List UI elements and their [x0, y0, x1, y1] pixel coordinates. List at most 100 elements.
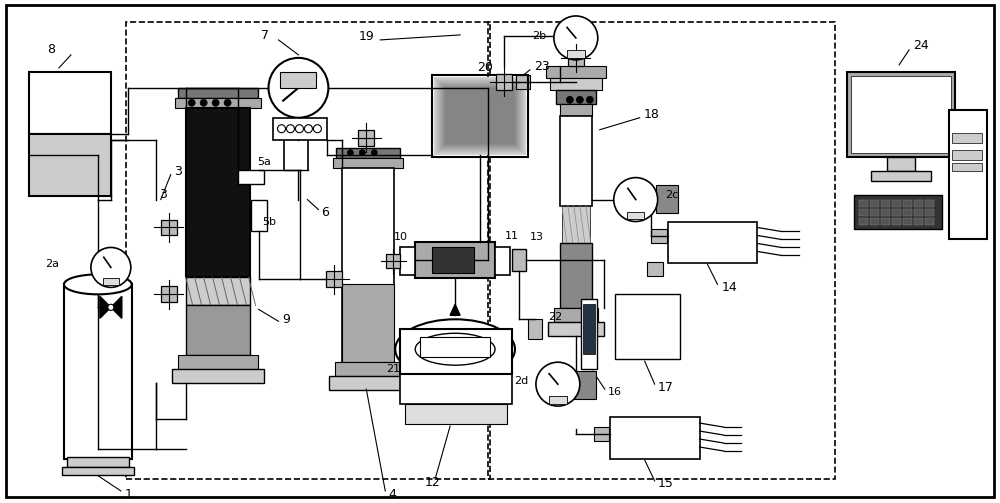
Bar — [280, 72, 316, 88]
Text: 2a: 2a — [45, 260, 59, 270]
Circle shape — [200, 99, 207, 106]
Ellipse shape — [415, 333, 495, 365]
Bar — [335, 362, 401, 376]
Bar — [546, 66, 606, 78]
Bar — [29, 72, 111, 134]
Bar — [175, 98, 261, 108]
Circle shape — [614, 178, 658, 221]
Bar — [870, 209, 879, 215]
Polygon shape — [450, 304, 460, 315]
Bar — [892, 217, 901, 224]
Bar — [336, 148, 400, 157]
Bar — [400, 374, 512, 404]
Text: 14: 14 — [722, 281, 737, 294]
Text: 11: 11 — [505, 231, 519, 241]
Bar — [342, 167, 394, 362]
Bar — [562, 206, 590, 243]
Bar — [238, 170, 264, 184]
Bar — [178, 355, 258, 369]
Circle shape — [277, 125, 285, 133]
Bar — [854, 195, 942, 229]
Bar — [386, 255, 400, 269]
Text: 5b: 5b — [263, 216, 277, 226]
Bar — [488, 22, 835, 479]
Polygon shape — [111, 296, 122, 318]
Bar — [437, 80, 523, 152]
Bar — [594, 427, 609, 441]
Bar — [847, 72, 955, 156]
Bar — [186, 108, 250, 277]
Text: 1: 1 — [125, 488, 133, 501]
Bar — [415, 242, 495, 278]
Bar — [615, 294, 680, 359]
Bar — [432, 75, 528, 156]
Text: 8: 8 — [47, 43, 55, 56]
Bar — [859, 217, 868, 224]
Bar — [952, 150, 982, 159]
Bar — [420, 337, 490, 357]
Ellipse shape — [64, 275, 132, 294]
Bar — [627, 212, 644, 219]
Circle shape — [224, 99, 231, 106]
Bar — [67, 457, 129, 467]
Bar — [516, 75, 530, 89]
Circle shape — [212, 99, 219, 106]
Bar — [172, 369, 264, 383]
Circle shape — [286, 125, 294, 133]
Bar — [62, 467, 134, 475]
Bar — [859, 209, 868, 215]
Circle shape — [536, 362, 580, 406]
Text: 2c: 2c — [665, 190, 678, 200]
Bar — [435, 78, 525, 153]
Circle shape — [108, 304, 114, 310]
Text: 18: 18 — [644, 108, 660, 121]
Text: 9: 9 — [282, 313, 290, 326]
Bar — [126, 22, 490, 479]
Text: 10: 10 — [394, 232, 408, 242]
Bar — [495, 247, 510, 275]
Bar — [651, 229, 667, 243]
Text: 12: 12 — [424, 476, 440, 489]
Circle shape — [566, 96, 573, 103]
Bar — [329, 376, 407, 390]
Text: 13: 13 — [530, 232, 544, 242]
Bar — [556, 90, 596, 104]
Text: 7: 7 — [261, 29, 269, 42]
Text: 3: 3 — [174, 165, 182, 178]
Bar — [405, 404, 507, 424]
Bar — [870, 217, 879, 224]
Bar — [925, 209, 934, 215]
Bar — [436, 79, 524, 153]
Bar — [859, 200, 868, 207]
Bar — [581, 299, 597, 369]
Bar — [903, 200, 912, 207]
Bar — [342, 284, 394, 362]
Bar — [548, 322, 604, 337]
Bar — [610, 417, 700, 459]
Bar — [568, 50, 584, 66]
Bar — [186, 277, 250, 305]
Bar — [445, 88, 515, 144]
Bar — [851, 76, 951, 153]
Bar — [871, 171, 931, 181]
Text: 2b: 2b — [532, 31, 546, 41]
Bar — [574, 371, 596, 399]
Text: 2d: 2d — [514, 376, 528, 386]
Bar — [881, 209, 890, 215]
Circle shape — [295, 125, 303, 133]
Bar — [952, 133, 982, 143]
Text: 15: 15 — [658, 477, 674, 490]
Ellipse shape — [395, 319, 515, 379]
Bar — [881, 217, 890, 224]
Bar — [903, 209, 912, 215]
Circle shape — [586, 96, 593, 103]
Bar — [443, 86, 517, 146]
Bar — [914, 217, 923, 224]
Bar — [326, 272, 342, 287]
Text: 17: 17 — [658, 381, 674, 394]
Bar — [647, 263, 663, 276]
Bar — [161, 286, 177, 302]
Text: 24: 24 — [913, 39, 929, 52]
Bar — [892, 209, 901, 215]
Bar — [554, 308, 598, 322]
